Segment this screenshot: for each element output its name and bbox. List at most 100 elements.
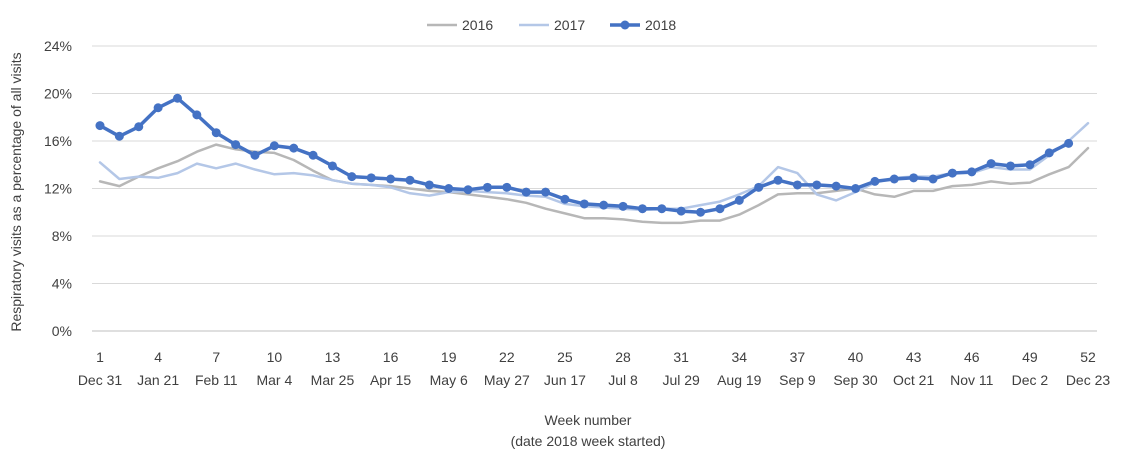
data-point-2018: [327, 161, 337, 171]
data-point-2018: [986, 159, 996, 169]
data-point-2018: [134, 122, 144, 132]
x-tick-week: 10: [267, 349, 283, 365]
data-point-2018: [289, 143, 299, 153]
y-tick-label: 24%: [44, 38, 72, 54]
x-tick-date: Nov 11: [950, 372, 994, 388]
data-point-2018: [211, 128, 221, 138]
data-point-2018: [1044, 148, 1054, 158]
data-point-2018: [386, 174, 396, 184]
x-axis-subtitle: (date 2018 week started): [511, 433, 666, 449]
data-point-2018: [676, 206, 686, 216]
data-point-2018: [599, 200, 609, 210]
data-point-2018: [1006, 161, 1016, 171]
data-point-2018: [502, 182, 512, 192]
x-tick-date: Jan 21: [137, 372, 179, 388]
data-point-2018: [250, 150, 260, 160]
x-tick-date: Jul 29: [662, 372, 700, 388]
x-tick-week: 22: [499, 349, 515, 365]
data-point-2018: [754, 182, 764, 192]
series-line-2016: [98, 143, 1090, 225]
y-tick-label: 4%: [52, 276, 72, 292]
data-point-2018: [715, 204, 725, 214]
x-tick-date: Mar 25: [311, 372, 355, 388]
x-tick-date: Sep 30: [833, 372, 878, 388]
x-tick-date: Dec 23: [1066, 372, 1111, 388]
data-point-2018: [870, 176, 880, 186]
x-tick-date: Sep 9: [779, 372, 816, 388]
x-tick-week: 4: [154, 349, 162, 365]
data-point-2018: [851, 184, 861, 193]
x-tick-date: May 6: [430, 372, 468, 388]
data-point-2018: [773, 175, 783, 185]
series-line-2017: [98, 121, 1090, 212]
data-point-2018: [269, 141, 279, 151]
y-tick-label: 20%: [44, 86, 72, 102]
x-axis-ticks: 1 Dec 31 4 Jan 21 7 Feb 11 10 Mar 4 13 Mar 25 16 Ap…: [78, 349, 1111, 388]
data-point-2018: [579, 199, 589, 209]
data-point-2018: [424, 180, 434, 190]
data-point-2018: [444, 184, 454, 193]
data-point-2018: [967, 167, 977, 177]
data-point-2018: [1025, 160, 1035, 170]
x-tick-week: 25: [557, 349, 573, 365]
x-tick-date: Aug 19: [717, 372, 762, 388]
data-point-2018: [909, 173, 919, 183]
legend-label-2018: 2018: [645, 17, 676, 33]
data-point-2018: [560, 194, 570, 204]
legend: 2016 2017 2018: [427, 17, 676, 33]
x-tick-date: Jun 17: [544, 372, 586, 388]
x-tick-week: 31: [673, 349, 689, 365]
data-point-2018: [172, 93, 182, 103]
data-point-2018: [947, 168, 957, 178]
data-point-2018: [831, 181, 841, 191]
data-point-2018: [637, 204, 647, 214]
data-point-2018: [192, 110, 202, 120]
y-axis-title: Respiratory visits as a percentage of al…: [8, 52, 24, 331]
legend-marker-2018: [620, 20, 630, 30]
data-point-2018: [812, 180, 822, 190]
data-point-2018: [1064, 138, 1074, 148]
data-point-2018: [657, 204, 667, 214]
x-tick-date: May 27: [484, 372, 530, 388]
x-tick-date: Dec 31: [78, 372, 123, 388]
data-point-2018: [792, 180, 802, 190]
data-point-2018: [95, 121, 105, 131]
data-point-2018: [463, 185, 473, 195]
series-line-2018: [98, 96, 1071, 215]
x-tick-date: Mar 4: [256, 372, 292, 388]
data-point-2018: [153, 103, 163, 113]
x-tick-week: 19: [441, 349, 457, 365]
y-axis-ticks: 0% 4% 8% 12% 16% 20% 24%: [44, 38, 72, 339]
x-tick-week: 37: [790, 349, 806, 365]
legend-label-2017: 2017: [554, 17, 585, 33]
x-tick-date: Jul 8: [608, 372, 638, 388]
x-axis-title: Week number: [545, 412, 632, 428]
data-point-2018: [928, 174, 938, 184]
x-tick-week: 40: [848, 349, 864, 365]
data-point-2018: [618, 201, 628, 211]
y-tick-label: 8%: [52, 228, 72, 244]
y-tick-label: 0%: [52, 323, 72, 339]
data-point-2018: [696, 207, 706, 217]
data-point-2018: [889, 174, 899, 184]
data-point-2018: [366, 173, 376, 183]
x-tick-week: 13: [325, 349, 341, 365]
data-point-2018: [482, 182, 492, 192]
y-tick-label: 12%: [44, 181, 72, 197]
x-tick-week: 43: [906, 349, 922, 365]
gridlines: [92, 45, 1097, 332]
data-point-2018: [231, 140, 241, 150]
x-tick-week: 7: [212, 349, 220, 365]
y-tick-label: 16%: [44, 133, 72, 149]
x-tick-week: 28: [615, 349, 631, 365]
x-tick-date: Apr 15: [370, 372, 411, 388]
x-tick-week: 1: [96, 349, 104, 365]
data-point-2018: [405, 175, 415, 185]
x-tick-date: Oct 21: [893, 372, 934, 388]
data-point-2018: [308, 150, 318, 160]
data-point-2018: [521, 187, 531, 197]
x-tick-week: 49: [1022, 349, 1038, 365]
x-tick-date: Dec 2: [1012, 372, 1049, 388]
x-tick-week: 34: [732, 349, 748, 365]
